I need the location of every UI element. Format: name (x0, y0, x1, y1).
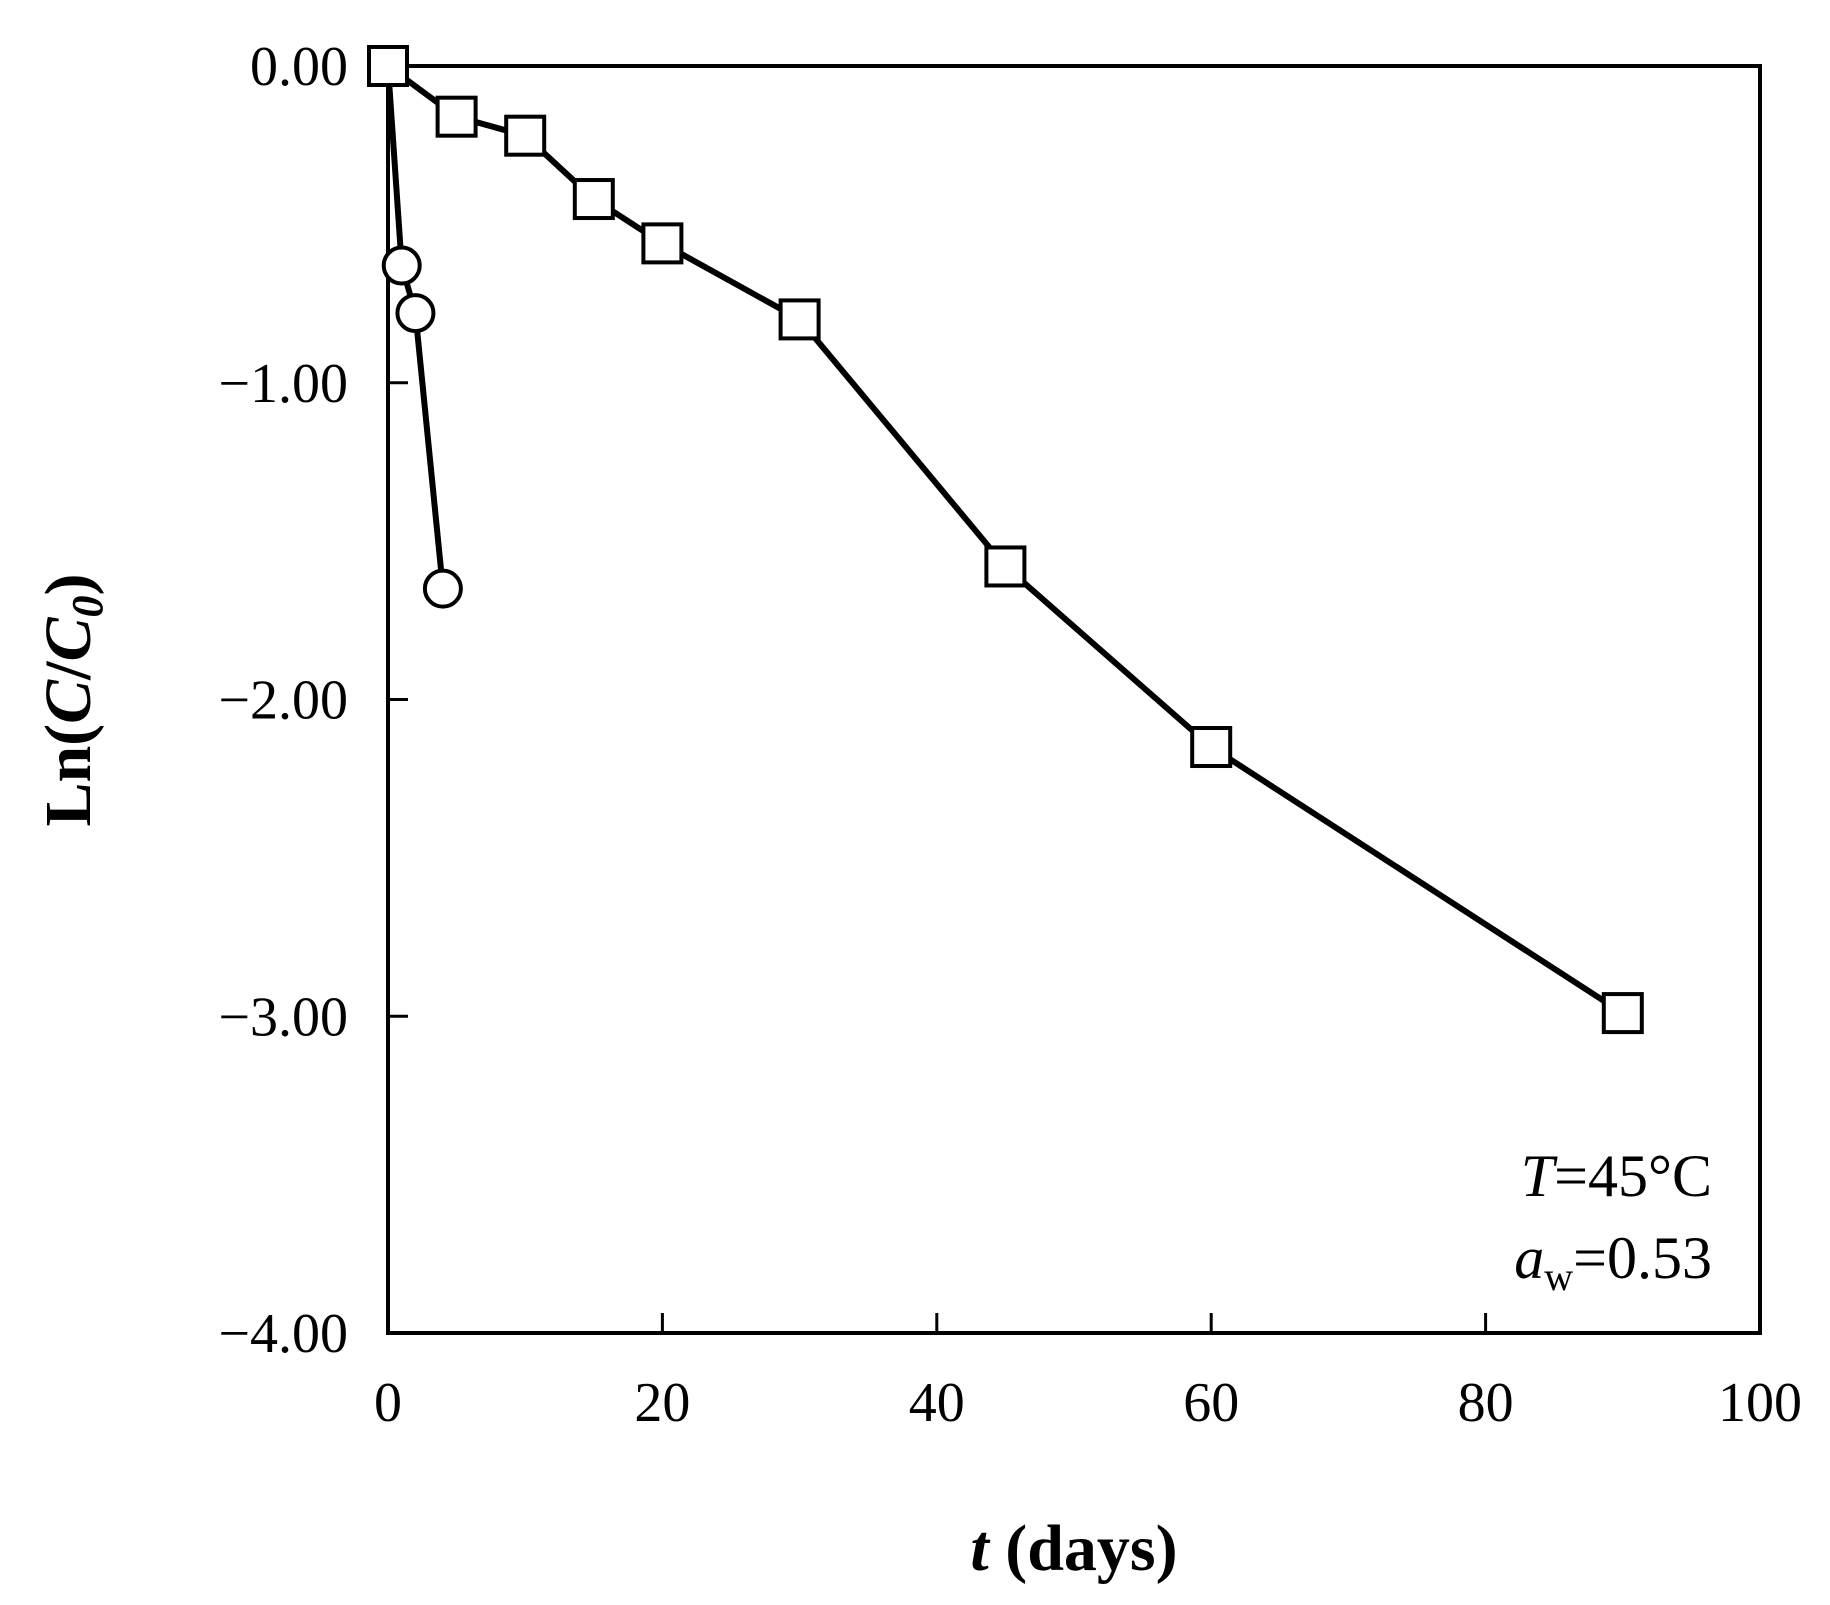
x-axis-title-unit: (days) (989, 1512, 1178, 1585)
data-point-square (641, 222, 684, 265)
y-tick-label: −2.00 (218, 670, 348, 732)
x-tick-label: 100 (1718, 1372, 1802, 1434)
y-axis-title: Ln(C/C0) (32, 573, 112, 826)
y-axis-ticks: 0.00 −1.00 −2.00 −3.00 −4.00 (218, 36, 408, 1365)
y-axis-title-slash: / (32, 660, 105, 681)
data-point-square (778, 298, 821, 341)
annotation-temperature-var: T (1521, 1143, 1558, 1209)
x-axis-title: t (days) (970, 1512, 1177, 1585)
y-axis-title-var1: C (32, 679, 105, 724)
y-tick-label: 0.00 (250, 36, 348, 98)
data-point-circle (422, 568, 463, 609)
annotation-water-activity: aw=0.53 (1514, 1225, 1712, 1299)
data-point-circle (381, 245, 422, 286)
x-tick-label: 60 (1183, 1372, 1239, 1434)
annotation-water-activity-sub: w (1544, 1254, 1573, 1299)
y-axis-title-var2: C (32, 616, 105, 661)
annotation-temperature-value: =45°C (1554, 1143, 1712, 1209)
y-axis-title-pre: Ln( (32, 724, 105, 827)
y-tick-label: −3.00 (218, 986, 348, 1048)
data-point-square (504, 114, 547, 157)
x-tick-label: 0 (374, 1372, 402, 1434)
x-axis-title-var: t (970, 1512, 990, 1585)
series-markers (367, 45, 1644, 1035)
data-point-square (1601, 992, 1644, 1035)
y-tick-label: −1.00 (218, 353, 348, 415)
x-tick-label: 80 (1458, 1372, 1514, 1434)
y-axis-title-sub: 0 (63, 595, 112, 617)
x-tick-label: 40 (909, 1372, 965, 1434)
data-point-square (435, 95, 478, 138)
x-axis-ticks: 0 20 40 60 80 100 (374, 1313, 1802, 1434)
data-point-circle (395, 293, 436, 334)
x-tick-label: 20 (634, 1372, 690, 1434)
data-point-square (1190, 726, 1233, 769)
y-tick-label: −4.00 (218, 1303, 348, 1365)
annotation-temperature: T=45°C (1521, 1143, 1712, 1209)
data-point-square (572, 178, 615, 221)
data-point-square (984, 545, 1027, 588)
series-line-circle (385, 63, 446, 592)
data-point-square (367, 45, 409, 87)
y-axis-title-post: ) (32, 573, 105, 595)
annotation-water-activity-var: a (1514, 1225, 1544, 1291)
annotation-water-activity-value: =0.53 (1573, 1225, 1712, 1291)
